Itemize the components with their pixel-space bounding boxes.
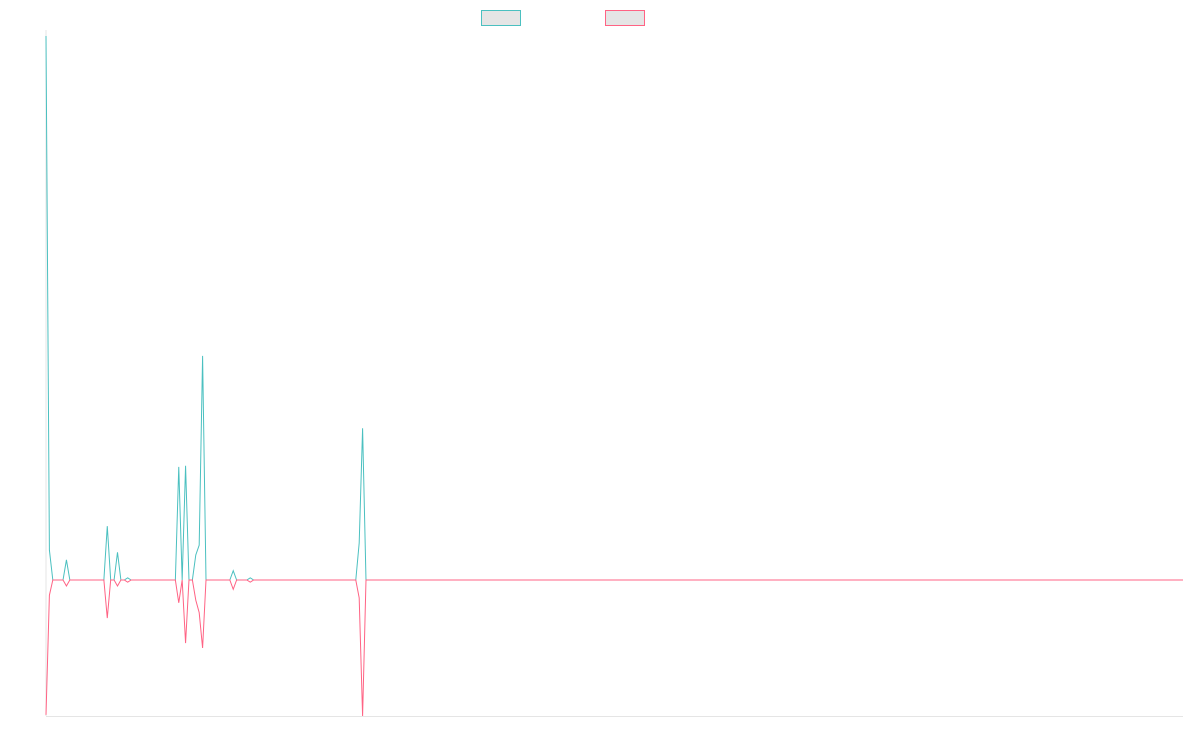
legend-swatch-1[interactable]: [481, 10, 521, 26]
series-line-1: [45, 35, 1183, 581]
series-line-2: [45, 579, 1183, 717]
series-group: [45, 35, 1183, 717]
legend-swatch-2[interactable]: [605, 10, 645, 26]
legend: [481, 10, 645, 26]
